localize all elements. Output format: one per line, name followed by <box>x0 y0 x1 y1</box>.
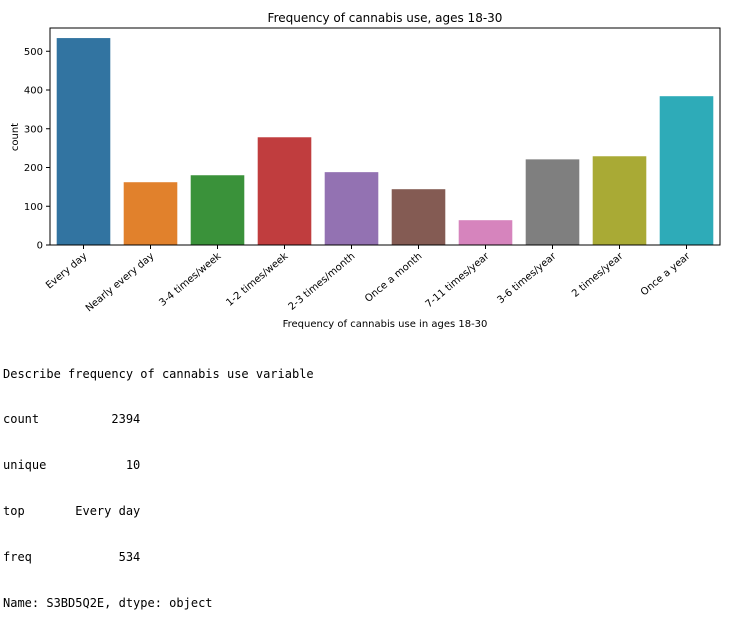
output-line: freq 534 <box>3 550 141 565</box>
bar-1-2-times-week <box>257 137 312 245</box>
describe-output: Describe frequency of cannabis use varia… <box>3 336 314 627</box>
bar-2-times-year <box>592 156 647 245</box>
plot-frame <box>49 27 721 246</box>
bar-3-6-times-year <box>525 159 580 245</box>
x-tick-label: 1-2 times/week <box>224 251 290 309</box>
bar-chart: Frequency of cannabis use, ages 18-30 0 1… <box>10 11 721 330</box>
y-tick-label: 0 <box>37 241 43 252</box>
output-line: top Every day <box>3 504 141 519</box>
y-tick-label: 500 <box>24 47 43 58</box>
x-tick-label: 3-4 times/week <box>157 251 223 309</box>
output-line: Describe frequency of cannabis use varia… <box>3 366 314 381</box>
bar-every-day <box>56 38 111 245</box>
x-tick-label: Nearly every day <box>84 251 157 314</box>
x-axis-label: Frequency of cannabis use in ages 18-30 <box>283 319 488 330</box>
y-tick-label: 400 <box>24 86 43 97</box>
x-tick-label: 7-11 times/year <box>424 250 493 310</box>
x-tick-label: Once a year <box>639 250 693 298</box>
chart-title: Frequency of cannabis use, ages 18-30 <box>268 11 503 25</box>
y-tick-label: 100 <box>24 202 43 213</box>
y-tick-label: 200 <box>24 163 43 174</box>
bar-once-a-month <box>391 189 446 245</box>
x-tick-label: 2 times/year <box>570 250 626 300</box>
output-line: unique 10 <box>3 458 141 473</box>
bar-nearly-every-day <box>123 182 178 245</box>
y-axis-label: count <box>10 123 21 151</box>
x-tick-label: Once a month <box>363 251 424 305</box>
output-line: Name: S3BD5Q2E, dtype: object <box>3 596 213 611</box>
output-line: count 2394 <box>3 412 141 427</box>
x-tick-label: Every day <box>44 251 89 292</box>
x-tick-label: 2-3 times/month <box>287 251 358 313</box>
bar-3-4-times-week <box>190 175 245 245</box>
bar-7-11-times-year <box>458 220 513 245</box>
x-tick-label: 3-6 times/year <box>495 250 559 306</box>
y-tick-label: 300 <box>24 124 43 135</box>
bar-once-a-year <box>659 96 714 245</box>
bar-2-3-times-month <box>324 172 379 245</box>
